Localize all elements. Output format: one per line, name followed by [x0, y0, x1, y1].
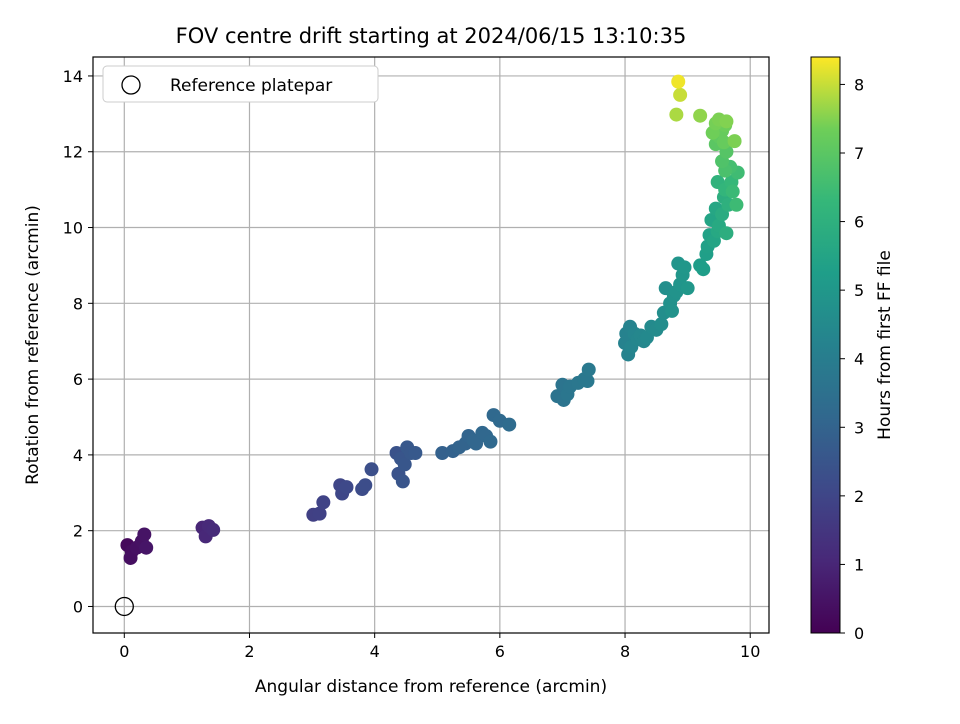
y-tick-label: 2	[73, 522, 83, 541]
data-point	[581, 362, 596, 377]
x-axis-label: Angular distance from reference (arcmin)	[255, 677, 607, 697]
data-point	[580, 374, 595, 388]
x-tick-label: 8	[620, 642, 630, 661]
data-point	[339, 480, 354, 495]
y-axis-ticks: 0 2 4 6 8 10 12 14	[63, 67, 93, 616]
colorbar-tick-label: 8	[854, 75, 864, 94]
data-point	[680, 281, 695, 296]
x-axis-ticks: 0 2 4 6 8 10	[119, 633, 760, 661]
data-point	[716, 135, 731, 150]
legend-reference-marker	[121, 75, 141, 95]
data-point	[312, 506, 327, 521]
x-tick-label: 2	[244, 642, 254, 661]
y-tick-label: 6	[73, 370, 83, 389]
x-tick-label: 6	[495, 642, 505, 661]
data-point	[639, 330, 654, 345]
data-point	[725, 184, 740, 199]
x-tick-label: 4	[370, 642, 380, 661]
y-tick-label: 10	[63, 219, 83, 238]
legend-box	[102, 65, 379, 103]
colorbar-tick-label: 1	[854, 555, 864, 574]
colorbar-tick-label: 7	[854, 144, 864, 163]
legend: Reference platepar	[102, 65, 379, 103]
data-point	[719, 226, 734, 241]
data-point	[483, 434, 498, 449]
data-point	[671, 74, 686, 89]
x-tick-label: 0	[119, 642, 129, 661]
plot-frame	[92, 56, 770, 634]
data-point	[316, 495, 331, 510]
y-tick-label: 8	[73, 294, 83, 313]
data-point	[206, 522, 221, 537]
data-point	[502, 417, 517, 432]
colorbar-tick-label: 5	[854, 281, 864, 300]
y-tick-label: 4	[73, 446, 83, 465]
colorbar-tick-label: 2	[854, 487, 864, 506]
data-point	[364, 462, 379, 477]
colorbar-ticks: 0 1 2 3 4 5 6 7 8	[840, 75, 864, 643]
colorbar-gradient	[810, 56, 841, 634]
data-point	[677, 260, 692, 275]
data-point	[664, 303, 679, 318]
legend-entry-reference-platepar: Reference platepar	[170, 76, 332, 96]
data-points	[120, 74, 745, 565]
data-point	[435, 446, 450, 460]
colorbar-label: Hours from first FF file	[875, 250, 895, 440]
colorbar: 0 1 2 3 4 5 6 7 8 Hours from first FF file	[810, 56, 895, 643]
data-point	[696, 262, 711, 277]
y-tick-label: 12	[63, 143, 83, 162]
data-point	[693, 108, 708, 123]
data-point	[139, 540, 154, 555]
y-tick-label: 0	[73, 597, 83, 616]
reference-platepar-marker	[114, 596, 134, 617]
colorbar-tick-label: 6	[854, 213, 864, 232]
data-point	[358, 478, 373, 493]
data-point	[397, 457, 412, 472]
data-point	[669, 107, 684, 122]
data-point	[469, 436, 484, 451]
data-point	[137, 527, 152, 542]
data-point	[123, 550, 138, 565]
gridlines	[93, 57, 769, 633]
data-point	[719, 114, 734, 129]
data-point	[727, 134, 742, 149]
data-point	[408, 446, 423, 460]
x-tick-label: 10	[740, 642, 760, 661]
colorbar-tick-label: 4	[854, 350, 864, 369]
colorbar-tick-label: 0	[854, 624, 864, 643]
y-axis-label: Rotation from reference (arcmin)	[23, 205, 43, 485]
data-point	[395, 474, 410, 489]
data-point	[654, 317, 669, 332]
data-point	[729, 197, 744, 212]
data-point	[673, 87, 688, 102]
colorbar-tick-label: 3	[854, 418, 864, 437]
y-tick-label: 14	[63, 67, 83, 86]
chart-title: FOV centre drift starting at 2024/06/15 …	[176, 24, 687, 48]
